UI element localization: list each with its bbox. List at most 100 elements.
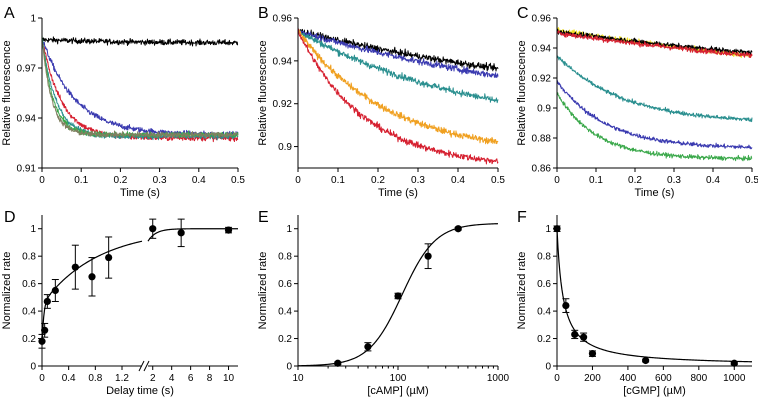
axis-break	[138, 360, 145, 372]
y-tick-label: 0.97	[17, 64, 37, 75]
y-tick-label: 0	[30, 362, 36, 373]
x-tick-label: 0.4	[706, 175, 720, 186]
x-tick-label: 200	[584, 373, 601, 384]
x-tick-label: 0.4	[451, 175, 465, 186]
data-point-2	[41, 326, 49, 334]
data-point-7	[730, 359, 738, 367]
trace-series-6	[41, 38, 239, 139]
y-tick-label: 1	[286, 224, 292, 235]
data-point-5	[454, 225, 462, 233]
fit-curve	[556, 228, 753, 363]
data-point-1	[553, 225, 561, 233]
y-tick-label: 0.9	[537, 104, 551, 115]
trace-series-4	[41, 38, 239, 141]
y-tick-label: 0.2	[22, 334, 36, 345]
trace-series-4	[556, 55, 753, 123]
panel-label: E	[258, 209, 269, 226]
x-tick-label: 0.4	[62, 373, 76, 384]
x-tick-label: 8	[207, 373, 213, 384]
y-tick-label: 0.4	[22, 307, 36, 318]
y-tick-label: 0.92	[273, 99, 293, 110]
y-axis-label: Normalized rate	[516, 252, 528, 330]
x-tick-label: 1.2	[115, 373, 129, 384]
trace-series-3	[41, 39, 239, 143]
x-tick-label: 0.2	[113, 175, 127, 186]
y-tick-label: 0.96	[273, 14, 293, 25]
trace-series-5	[297, 28, 499, 165]
trace-series-3	[297, 30, 499, 104]
x-tick-label: 800	[690, 373, 707, 384]
y-tick-label: 0.8	[537, 252, 551, 263]
x-axis-label: Time (s)	[120, 187, 160, 199]
x-tick-label: 600	[655, 373, 672, 384]
y-tick-label: 0.6	[22, 279, 36, 290]
x-axis-label: Delay time (s)	[106, 385, 174, 397]
x-tick-label: 0.1	[589, 175, 603, 186]
data-point-3	[394, 292, 402, 300]
trace-series-1	[297, 28, 499, 72]
axis-break	[143, 360, 150, 372]
panel-label: C	[517, 5, 529, 22]
data-point-5	[588, 350, 597, 358]
x-tick-label: 0.5	[745, 175, 758, 186]
data-point-6	[88, 273, 96, 281]
y-tick-label: 0	[545, 362, 551, 373]
data-point-3	[571, 330, 579, 339]
y-tick-label: 0.92	[532, 74, 552, 85]
x-tick-label: 1000	[723, 373, 746, 384]
x-tick-label: 0	[554, 175, 560, 186]
x-tick-label: 1000	[487, 373, 510, 384]
y-tick-label: 0.2	[278, 334, 292, 345]
x-tick-label: 0.1	[74, 175, 88, 186]
x-axis-label: Time (s)	[378, 187, 418, 199]
y-tick-label: 0.6	[278, 279, 292, 290]
x-tick-label: 4	[169, 373, 175, 384]
data-point-3	[43, 297, 51, 306]
data-point-1	[334, 359, 342, 367]
panel-D: 0 0.2 0.4 0.6 0.8 1 Normalized rate Delay time …	[1, 209, 238, 397]
y-tick-label: 0.4	[278, 307, 292, 318]
y-tick-label: 1	[30, 224, 36, 235]
trace-series-4	[297, 29, 499, 145]
y-tick-label: 1	[545, 224, 551, 235]
trace-series-2	[556, 28, 753, 56]
trace-series-1	[41, 36, 239, 47]
fit-curve	[147, 228, 238, 242]
data-point-5	[71, 263, 79, 271]
x-tick-label: 10	[292, 373, 304, 384]
trace-series-5	[556, 80, 753, 150]
y-tick-label: 0.96	[532, 14, 552, 25]
x-tick-label: 0.3	[411, 175, 425, 186]
panel-C: 0.86 0.88 0.9 0.92 0.94 0.96 Relative fluoresc…	[516, 5, 758, 199]
x-tick-label: 2	[150, 373, 156, 384]
x-axis-label: [cAMP] (µM)	[367, 385, 428, 397]
x-tick-label: 0	[295, 175, 301, 186]
y-tick-label: 0.88	[532, 134, 552, 145]
x-tick-label: 0.5	[231, 175, 245, 186]
trace-series-2	[297, 28, 499, 79]
data-point-4	[51, 286, 59, 295]
data-point-1	[38, 337, 46, 345]
panel-label: B	[258, 5, 269, 22]
fit-curve	[297, 223, 499, 367]
data-point-10	[224, 226, 233, 234]
data-point-6	[642, 356, 650, 365]
panel-label: F	[517, 209, 527, 226]
panel-B: 0.9 0.92 0.94 0.96 Relative fluorescence Time…	[257, 5, 505, 199]
x-tick-label: 0.2	[371, 175, 385, 186]
y-tick-label: 0.8	[278, 252, 292, 263]
y-tick-label: 0	[286, 362, 292, 373]
data-point-2	[562, 302, 570, 310]
x-tick-label: 0.3	[153, 175, 167, 186]
y-tick-label: 0.91	[17, 164, 37, 175]
x-tick-label: 0.5	[491, 175, 505, 186]
y-tick-label: 0.86	[532, 164, 552, 175]
panel-E: 0 0.2 0.4 0.6 0.8 1 Normalized rate [cAMP] (µM)…	[257, 209, 510, 397]
panel-label: A	[4, 5, 15, 22]
y-tick-label: 0.94	[532, 44, 552, 55]
y-tick-label: 0.94	[273, 56, 293, 67]
y-axis-label: Relative fluorescence	[1, 40, 13, 145]
x-tick-label: 0	[39, 175, 45, 186]
x-tick-label: 0	[39, 373, 45, 384]
data-point-2	[364, 343, 372, 351]
